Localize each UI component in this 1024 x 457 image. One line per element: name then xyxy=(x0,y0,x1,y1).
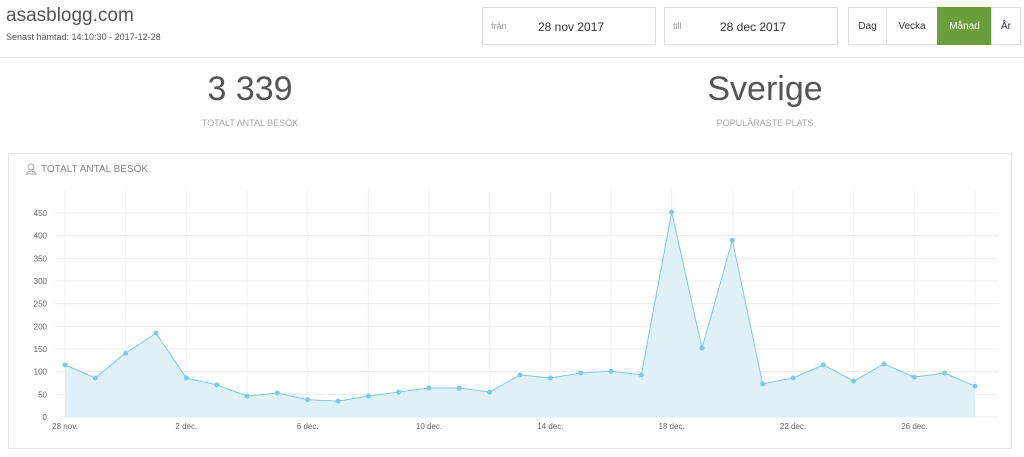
point xyxy=(608,368,614,374)
period-button-active[interactable]: Månad xyxy=(937,7,992,45)
point xyxy=(274,390,280,396)
y-tick-label: 150 xyxy=(34,345,48,354)
y-tick-label: 300 xyxy=(34,277,48,286)
point xyxy=(183,375,189,381)
point xyxy=(578,370,584,376)
visitor-icon xyxy=(25,163,37,175)
divider xyxy=(0,57,1024,58)
stat-label-text: POPULÄRASTE PLATS xyxy=(716,118,814,128)
from-label: från xyxy=(491,21,507,31)
x-tick-label: 18 dec. xyxy=(659,422,685,431)
x-tick-label: 10 dec. xyxy=(416,422,442,431)
from-value: 28 nov 2017 xyxy=(538,20,605,34)
x-tick-label: 2 dec. xyxy=(175,422,197,431)
stat-label: TOTALT ANTAL BESÖK xyxy=(150,118,350,128)
y-tick-label: 200 xyxy=(34,322,48,331)
point xyxy=(153,330,159,336)
stat-label: POPULÄRASTE PLATS xyxy=(665,118,865,128)
point xyxy=(851,378,857,384)
stat-value: 3 339 xyxy=(207,70,293,108)
point xyxy=(699,345,705,351)
y-tick-label: 400 xyxy=(34,232,48,241)
x-tick-label: 6 dec. xyxy=(297,422,319,431)
y-tick-label: 50 xyxy=(38,390,47,399)
point xyxy=(92,375,98,381)
period-button[interactable]: Vecka xyxy=(886,7,938,45)
point xyxy=(942,370,948,376)
point xyxy=(305,397,311,403)
point xyxy=(790,375,796,381)
point xyxy=(244,393,250,399)
point xyxy=(820,362,826,368)
point xyxy=(426,385,432,391)
chart: 0 50 100 150 200 250 300 350 400 450 28 nov. 2 dec.… xyxy=(34,189,999,431)
to-value: 28 dec 2017 xyxy=(720,20,787,34)
period-button[interactable]: Dag xyxy=(848,7,887,45)
to-label: till xyxy=(673,21,682,31)
chart-panel: TOTALT ANTAL BESÖK 0 50 100 150 200 250 300 350… xyxy=(8,153,1012,449)
point xyxy=(638,372,644,378)
point xyxy=(517,372,523,378)
stat-label-text: TOTALT ANTAL BESÖK xyxy=(201,118,299,128)
point xyxy=(456,385,462,391)
point xyxy=(760,381,766,387)
point xyxy=(214,382,220,388)
fetched-time: Senast hämtad: 14:10:30 - 2017-12-28 xyxy=(6,32,161,42)
point xyxy=(881,361,887,367)
from-date[interactable]: från 28 nov 2017 xyxy=(482,7,656,45)
x-tick-label: 26 dec. xyxy=(901,422,927,431)
y-tick-label: 350 xyxy=(34,254,48,263)
stat-value: Sverige xyxy=(707,70,823,108)
x-tick-label: 28 nov. xyxy=(52,422,78,431)
point xyxy=(487,389,493,395)
area xyxy=(65,212,975,417)
point xyxy=(972,383,978,389)
point xyxy=(729,237,735,243)
y-tick-label: 0 xyxy=(43,413,48,422)
y-tick-label: 450 xyxy=(34,209,48,218)
x-tick-label: 14 dec. xyxy=(537,422,563,431)
y-tick-label: 250 xyxy=(34,300,48,309)
point xyxy=(123,350,129,356)
site-name: asasblogg.com xyxy=(6,5,134,26)
point xyxy=(335,398,341,404)
point xyxy=(547,375,553,381)
point xyxy=(396,389,402,395)
x-tick-label: 22 dec. xyxy=(780,422,806,431)
y-tick-label: 100 xyxy=(34,368,48,377)
point xyxy=(911,374,917,380)
point xyxy=(669,209,675,215)
point xyxy=(365,393,371,399)
period-button[interactable]: År xyxy=(991,7,1021,45)
chart-title: TOTALT ANTAL BESÖK xyxy=(41,164,149,175)
to-date[interactable]: till 28 dec 2017 xyxy=(664,7,838,45)
point xyxy=(62,362,68,368)
